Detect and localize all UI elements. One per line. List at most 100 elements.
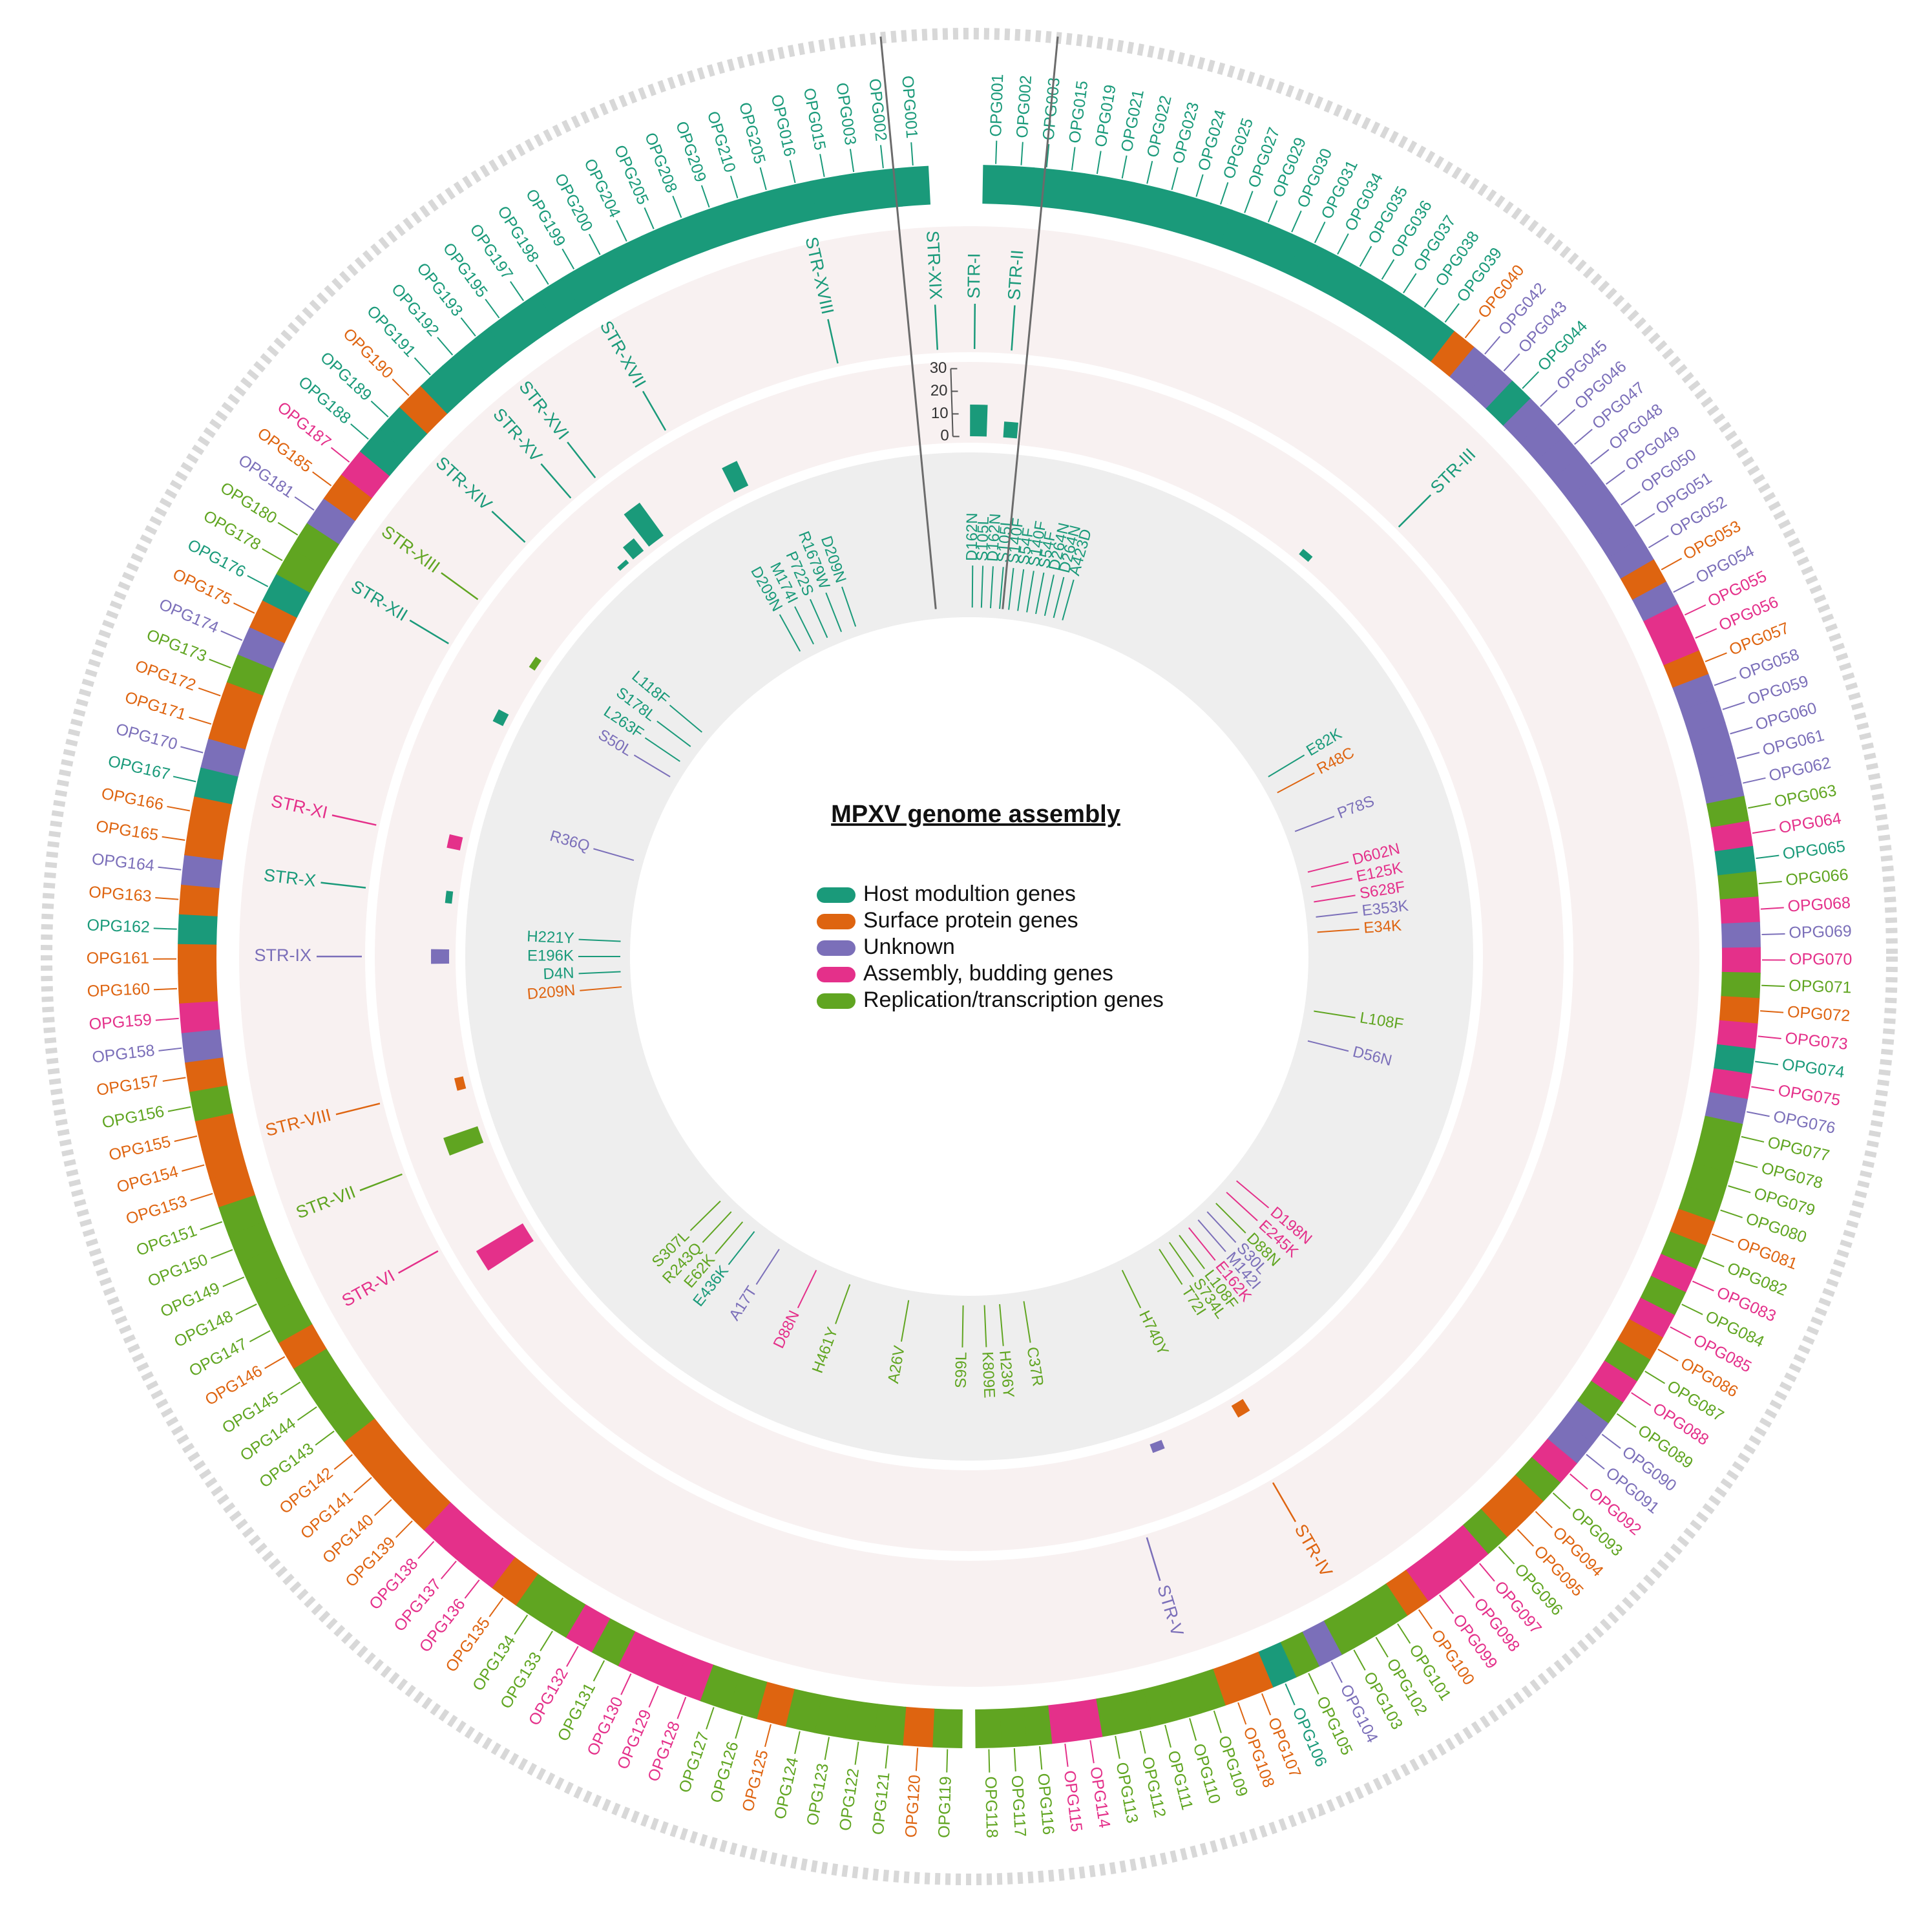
gene-label: OPG117 bbox=[1008, 1775, 1029, 1837]
gene-leader bbox=[1065, 1744, 1067, 1767]
gene-leader bbox=[392, 379, 408, 395]
gene-leader bbox=[649, 1686, 658, 1707]
gene-label: OPG159 bbox=[89, 1011, 152, 1034]
gene-leader bbox=[1040, 1746, 1042, 1770]
gene-leader bbox=[820, 154, 824, 176]
gene-label: OPG156 bbox=[101, 1103, 166, 1132]
gene-segment bbox=[1721, 922, 1761, 948]
gene-label: OPG073 bbox=[1784, 1029, 1849, 1053]
gene-leader bbox=[441, 1561, 456, 1579]
gene-leader bbox=[644, 207, 653, 229]
gene-leader bbox=[415, 358, 430, 375]
gene-leader bbox=[461, 318, 476, 336]
gene-leader bbox=[334, 1455, 352, 1470]
gene-leader bbox=[1760, 1011, 1783, 1012]
gene-leader bbox=[295, 497, 314, 510]
gene-leader bbox=[1703, 1258, 1724, 1267]
gene-leader bbox=[1122, 156, 1127, 178]
gene-leader bbox=[1762, 934, 1785, 935]
gene-leader bbox=[1360, 246, 1372, 266]
gene-leader bbox=[163, 1077, 186, 1081]
gene-segment bbox=[178, 972, 218, 1003]
gene-label: OPG068 bbox=[1787, 894, 1851, 916]
gene-leader bbox=[209, 659, 231, 668]
gene-label: OPG129 bbox=[614, 1707, 655, 1771]
gene-leader bbox=[1674, 582, 1694, 593]
gene-leader bbox=[1140, 1731, 1146, 1753]
bar-axis-tick-label: 10 bbox=[931, 405, 949, 422]
gene-segment bbox=[1717, 871, 1758, 900]
gene-leader bbox=[313, 472, 331, 485]
gene-leader bbox=[1756, 856, 1780, 858]
gene-label: OPG167 bbox=[107, 752, 172, 784]
gene-leader bbox=[191, 1194, 213, 1201]
gene-leader bbox=[1171, 167, 1177, 190]
gene-label: OPG120 bbox=[902, 1774, 924, 1838]
bar bbox=[970, 405, 987, 436]
gene-label: OPG019 bbox=[1091, 83, 1119, 149]
gene-label: OPG061 bbox=[1761, 726, 1826, 759]
gene-leader bbox=[354, 1477, 372, 1493]
str-label: STR-XIX bbox=[923, 230, 946, 300]
gene-leader bbox=[1285, 1684, 1294, 1705]
gene-leader bbox=[1602, 1434, 1621, 1448]
gene-leader bbox=[1658, 1349, 1678, 1361]
gene-leader bbox=[1338, 234, 1349, 255]
gene-label: OPG064 bbox=[1778, 809, 1843, 837]
str-tick bbox=[974, 304, 975, 349]
gene-label: OPG163 bbox=[88, 883, 152, 905]
gene-segment bbox=[982, 165, 1009, 204]
str-label: STR-II bbox=[1004, 249, 1027, 301]
gene-segment bbox=[179, 884, 220, 916]
gene-leader bbox=[162, 837, 185, 840]
gene-segment bbox=[178, 944, 216, 974]
gene-leader bbox=[1635, 513, 1655, 526]
gene-leader bbox=[1632, 1393, 1651, 1406]
gene-leader bbox=[706, 1707, 714, 1729]
gene-leader bbox=[1292, 211, 1301, 232]
gene-leader bbox=[247, 576, 268, 587]
gene-leader bbox=[1714, 677, 1736, 685]
gene-label: OPG022 bbox=[1144, 94, 1175, 159]
gene-leader bbox=[485, 299, 499, 318]
gene-leader bbox=[702, 185, 709, 207]
gene-leader bbox=[911, 142, 913, 165]
gene-label: OPG161 bbox=[87, 949, 149, 967]
gene-leader bbox=[1221, 182, 1228, 204]
gene-leader bbox=[1751, 1086, 1774, 1090]
gene-label: OPG173 bbox=[144, 626, 209, 665]
gene-label: OPG126 bbox=[707, 1739, 742, 1804]
gene-leader bbox=[168, 1107, 191, 1112]
gene-label: OPG066 bbox=[1785, 865, 1849, 889]
gene-label: OPG166 bbox=[100, 785, 165, 814]
gene-leader bbox=[1238, 1702, 1246, 1724]
gene-leader bbox=[731, 176, 738, 198]
gene-segment bbox=[1720, 896, 1760, 924]
gene-leader bbox=[396, 1521, 412, 1538]
gene-leader bbox=[1743, 778, 1765, 783]
gene-leader bbox=[536, 265, 549, 285]
gene-leader bbox=[298, 1407, 317, 1420]
gene-leader bbox=[886, 1746, 888, 1769]
gene-leader bbox=[1165, 1725, 1171, 1748]
gene-leader bbox=[790, 160, 795, 183]
gene-label: OPG125 bbox=[739, 1748, 772, 1813]
gene-label: OPG210 bbox=[704, 109, 739, 174]
mutation-tick bbox=[972, 566, 973, 608]
gene-leader bbox=[1014, 1748, 1016, 1771]
gene-leader bbox=[236, 1304, 257, 1315]
gene-leader bbox=[1730, 727, 1753, 734]
gene-leader bbox=[1244, 191, 1253, 213]
gene-leader bbox=[351, 424, 368, 439]
gene-leader bbox=[1115, 1736, 1120, 1759]
gene-label: OPG114 bbox=[1086, 1766, 1113, 1830]
gene-label: OPG164 bbox=[91, 850, 156, 874]
gene-label: OPG122 bbox=[836, 1767, 863, 1832]
gene-leader bbox=[514, 1615, 527, 1634]
gene-leader bbox=[1097, 151, 1101, 174]
gene-leader bbox=[1712, 1234, 1734, 1243]
gene-label: OPG118 bbox=[982, 1776, 1001, 1838]
gene-leader bbox=[278, 523, 297, 535]
gene-leader bbox=[1670, 1327, 1691, 1338]
gene-leader bbox=[1558, 410, 1575, 425]
